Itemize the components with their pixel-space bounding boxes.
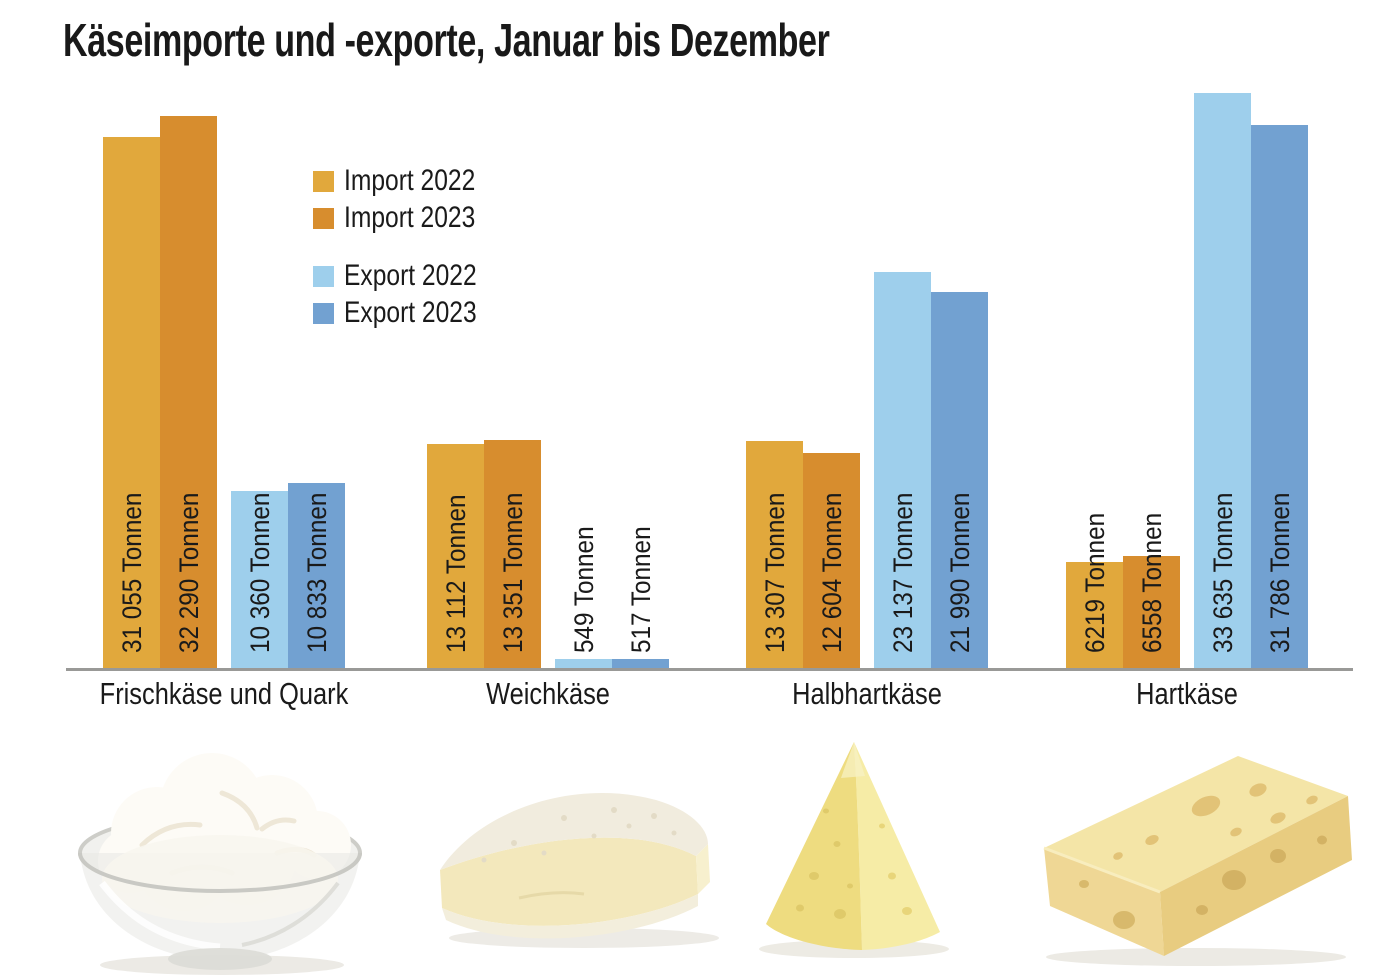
bar-export-2023-group1: 10 833 Tonnen [288,483,345,668]
bar-value-label: 6558 Tonnen [1136,512,1167,653]
bar-value-label: 31 786 Tonnen [1264,492,1295,653]
bar-import-2022-group2: 13 112 Tonnen [427,444,484,668]
bar-value-label: 10 833 Tonnen [301,492,332,653]
quark-bowl-illustration [78,753,362,975]
category-label: Frischkäse und Quark [99,676,349,711]
chart-title: Käseimporte und -exporte, Januar bis Dez… [63,14,830,66]
legend-label: Export 2022 [344,259,477,292]
bar-value-label: 31 055 Tonnen [116,492,147,653]
bar-export-2023-group2: 517 Tonnen [612,526,669,668]
legend-label: Import 2023 [344,201,476,234]
legend-swatch-icon [313,170,334,192]
bar-value-label: 13 351 Tonnen [497,492,528,653]
soft-cheese-photo [424,748,724,953]
bar-import-2023-group1: 32 290 Tonnen [160,116,217,668]
bar-import-2022-group4: 6219 Tonnen [1066,513,1123,668]
bar-import-2023-group4: 6558 Tonnen [1123,513,1180,668]
legend-label: Export 2023 [344,296,477,329]
hard-cheese-photo [1026,744,1356,969]
brie-wedge-illustration [440,793,719,948]
legend-item: Import 2023 [313,201,506,235]
bar-value-label: 10 360 Tonnen [244,492,275,653]
chart-legend: Import 2022 Import 2023 Export 2022 Export … [313,164,506,333]
bar-value-label: 6219 Tonnen [1079,512,1110,653]
bar-export-2022-group3: 23 137 Tonnen [874,272,931,668]
bar-value-label: 13 112 Tonnen [440,494,471,653]
bar-export-2022-group4: 33 635 Tonnen [1194,93,1251,668]
bar-value-label: 21 990 Tonnen [944,492,975,653]
bar-value-label: 549 Tonnen [568,526,599,653]
legend-group-gap [313,238,506,259]
bar-value-label: 33 635 Tonnen [1207,492,1238,653]
legend-label: Import 2022 [344,164,476,197]
legend-item: Export 2022 [313,259,506,293]
bar-export-2023-group3: 21 990 Tonnen [931,292,988,668]
bar-value-label: 23 137 Tonnen [887,492,918,653]
legend-item: Import 2022 [313,164,506,198]
bar-value-label: 517 Tonnen [625,526,656,653]
bar-import-2022-group3: 13 307 Tonnen [746,441,803,668]
bar-value-label: 12 604 Tonnen [816,492,847,653]
bar-import-2022-group1: 31 055 Tonnen [103,137,160,668]
legend-swatch-icon [313,265,334,287]
bar-export-2022-group1: 10 360 Tonnen [231,491,288,668]
bar-value-label: 32 290 Tonnen [173,492,204,653]
bar-import-2023-group3: 12 604 Tonnen [803,453,860,668]
x-axis-line [66,668,1353,671]
legend-item: Export 2023 [313,296,506,330]
bar-import-2023-group2: 13 351 Tonnen [484,440,541,668]
fresh-cheese-and-quark-photo [72,733,367,978]
semi-hard-cheese-photo [742,726,962,961]
emmental-block-illustration [1043,756,1352,966]
legend-swatch-icon [313,302,334,324]
semi-hard-wedge-illustration [759,742,949,958]
bar-export-2023-group4: 31 786 Tonnen [1251,125,1308,668]
category-label: Weichkäse [486,676,610,711]
bar-export-2022-group2: 549 Tonnen [555,526,612,668]
category-label: Halbhartkäse [792,676,942,711]
category-label: Hartkäse [1136,676,1238,711]
legend-swatch-icon [313,207,334,229]
bar-value-label: 13 307 Tonnen [759,492,790,653]
